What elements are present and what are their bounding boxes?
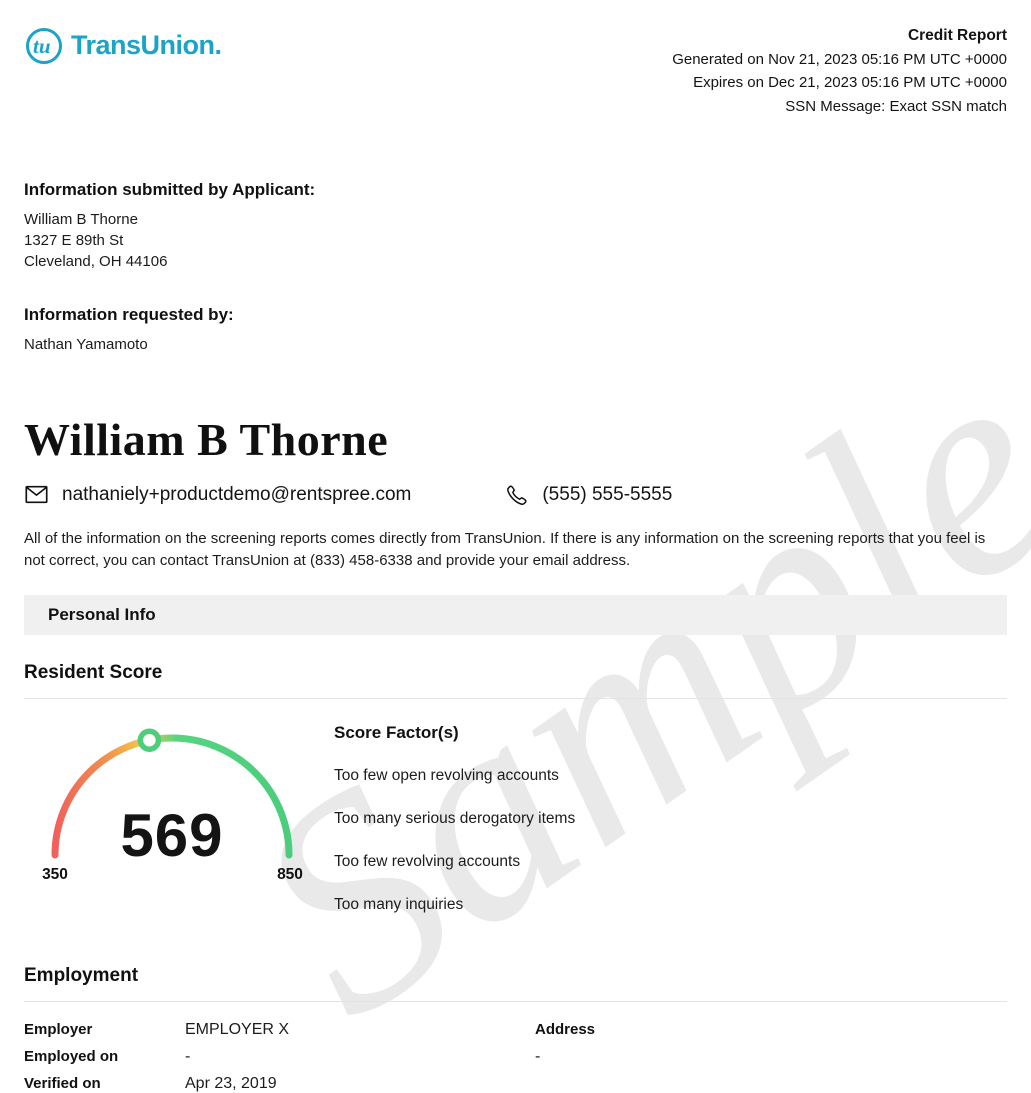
phone-icon [507, 484, 527, 505]
generated-on: Generated on Nov 21, 2023 05:16 PM UTC +… [672, 50, 1007, 68]
employment-row-label: Employed on [24, 1048, 119, 1065]
score-min-label: 350 [42, 866, 68, 883]
employment-title: Employment [24, 965, 139, 986]
transunion-logo-icon: tu [26, 28, 62, 64]
applicant-title: William B Thorne [24, 414, 389, 465]
svg-text:tu: tu [33, 34, 51, 58]
info-submitted-section: Information submitted by Applicant: Will… [24, 180, 1007, 272]
info-requested-heading: Information requested by: [24, 305, 234, 324]
employment-row-label: Verified on [24, 1075, 101, 1092]
applicant-city-line: Cleveland, OH 44106 [24, 253, 168, 270]
score-factor-item: Too few revolving accounts [334, 853, 521, 870]
info-submitted-heading: Information submitted by Applicant: [24, 180, 316, 199]
report-header: tu TransUnion. Credit Report Generated o… [24, 24, 1007, 118]
score-factors: Score Factor(s) Too few open revolving a… [334, 715, 575, 915]
applicant-street-line: 1327 E 89th St [24, 232, 124, 249]
report-meta: Credit Report Generated on Nov 21, 2023 … [672, 24, 1007, 118]
transunion-logo: tu TransUnion. [24, 24, 222, 66]
requester-name: Nathan Yamamoto [24, 336, 148, 353]
applicant-email: nathaniely+productdemo@rentspree.com [62, 483, 412, 505]
score-gauge-arc: 350 850 [42, 728, 303, 883]
employment-address-value: - [535, 1048, 541, 1065]
contact-row: nathaniely+productdemo@rentspree.com (55… [24, 482, 1007, 507]
resident-score-section: 350 850 569 Score Factor(s) Too few open… [24, 715, 1007, 915]
score-value: 569 [120, 802, 224, 869]
employment-row-value: EMPLOYER X [185, 1021, 290, 1038]
employment-address-value [535, 1075, 1007, 1093]
employment-row-label: Employer [24, 1021, 93, 1038]
score-gauge: 350 850 569 [40, 715, 310, 915]
score-factor-item: Too many inquiries [334, 896, 464, 913]
report-title: Credit Report [907, 27, 1007, 44]
score-factors-heading: Score Factor(s) [334, 723, 459, 742]
disclaimer-text: All of the information on the screening … [24, 530, 986, 569]
score-factor-item: Too many serious derogatory items [334, 810, 576, 827]
employment-table: Employer EMPLOYER X Address Employed on … [24, 1021, 1007, 1093]
ssn-message: SSN Message: Exact SSN match [785, 97, 1007, 115]
employment-header: Employment [24, 965, 1007, 1002]
score-max-label: 850 [277, 866, 303, 883]
brand-name: TransUnion. [71, 29, 222, 60]
phone-contact: (555) 555-5555 [505, 483, 672, 507]
expires-on: Expires on Dec 21, 2023 05:16 PM UTC +00… [693, 74, 1007, 91]
resident-score-header: Resident Score [24, 662, 1007, 699]
employment-row-value: Apr 23, 2019 [185, 1075, 277, 1092]
score-marker [137, 728, 162, 752]
info-requested-section: Information requested by: Nathan Yamamot… [24, 305, 1007, 355]
personal-info-title: Personal Info [48, 605, 156, 624]
applicant-phone: (555) 555-5555 [542, 483, 673, 505]
personal-info-band: Personal Info [24, 595, 1007, 635]
score-factor-item: Too few open revolving accounts [334, 767, 559, 784]
resident-score-title: Resident Score [24, 662, 163, 683]
employment-row-value: - [185, 1048, 191, 1065]
employment-address-label: Address [535, 1021, 596, 1038]
email-icon [25, 485, 48, 504]
email-contact: nathaniely+productdemo@rentspree.com [24, 482, 411, 507]
applicant-name-line: William B Thorne [24, 211, 138, 228]
